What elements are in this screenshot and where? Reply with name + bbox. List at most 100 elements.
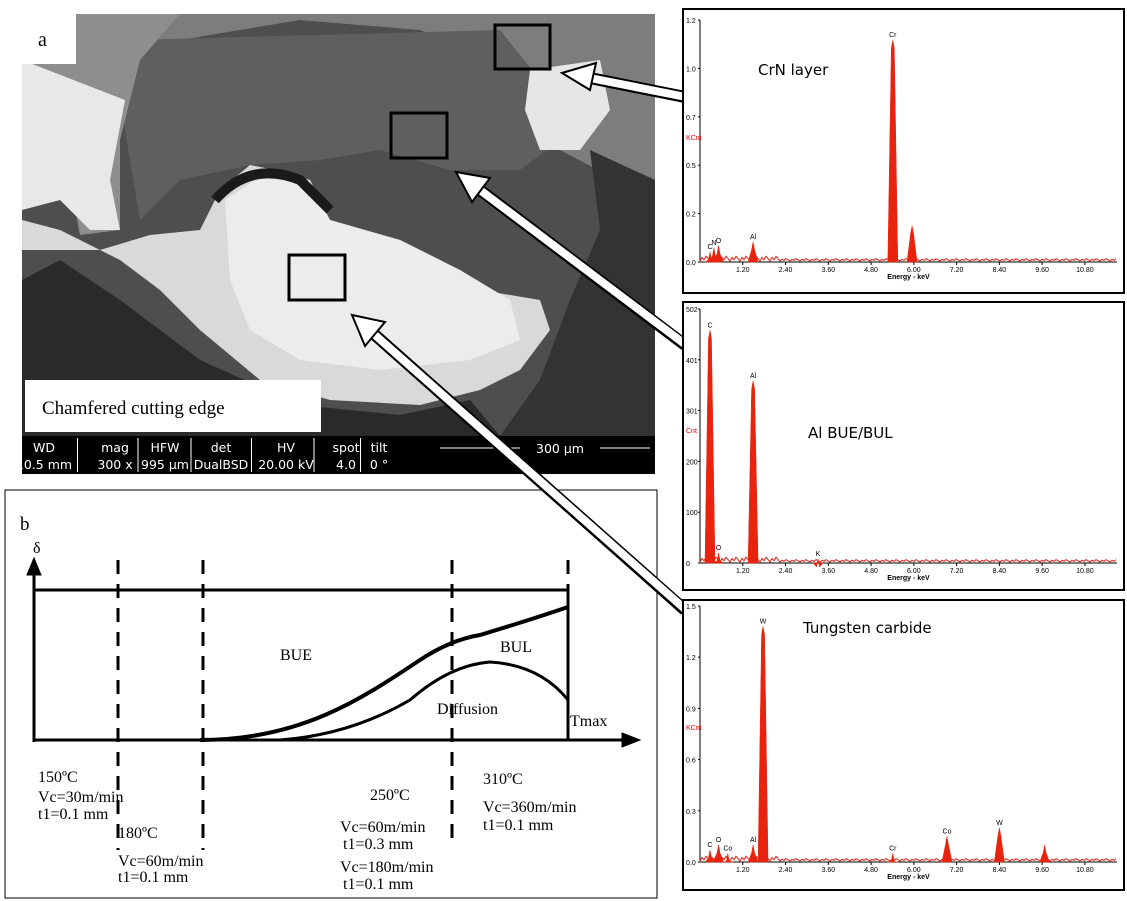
x-tick-label: 7.20	[950, 568, 964, 575]
info-value: 20.00 kV	[258, 457, 314, 472]
x-tick-label: 4.80	[864, 867, 878, 874]
spectrum: 01002003014015021.202.403.604.806.007.20…	[683, 302, 1124, 590]
y-tick-label: 301	[686, 409, 698, 416]
peak-label: Al	[750, 234, 757, 241]
info-value: 995 µm	[141, 457, 189, 472]
peak-label: Co	[723, 845, 732, 852]
peak-label: Co	[943, 828, 952, 835]
x-tick-label: 8.40	[993, 568, 1007, 575]
y-tick-label: 0.2	[686, 212, 696, 219]
x-tick-label: 9.60	[1035, 267, 1049, 274]
x-tick-label: 7.20	[950, 267, 964, 274]
info-header: tilt	[371, 440, 388, 455]
info-header: WD	[33, 440, 55, 455]
condition: Vc=60m/min	[340, 819, 425, 836]
x-tick-label: 1.20	[736, 267, 750, 274]
peak-label: C	[707, 842, 712, 849]
x-tick-label: 9.60	[1035, 867, 1049, 874]
info-header: spot	[333, 440, 360, 455]
y-unit: KCnt	[686, 725, 702, 732]
x-tick-label: 8.40	[993, 867, 1007, 874]
x-tick-label: 8.40	[993, 267, 1007, 274]
peak-label: Al	[750, 373, 757, 380]
region-label: BUE	[280, 647, 312, 664]
x-tick-label: 4.80	[864, 568, 878, 575]
peak-label: Al	[750, 837, 757, 844]
info-header: HFW	[151, 440, 180, 455]
panel-label: a	[38, 29, 47, 51]
condition: Vc=360m/min	[483, 799, 576, 816]
info-header: det	[211, 440, 232, 455]
y-unit: Cnt	[686, 428, 697, 435]
x-tick-label: 1.20	[736, 568, 750, 575]
condition: t1=0.1 mm	[38, 806, 109, 823]
y-tick-label: 0.5	[686, 163, 696, 170]
info-value: 0 °	[370, 457, 388, 472]
spectrum-frame	[683, 9, 1124, 293]
region-label: BUL	[500, 639, 532, 656]
peak-label: O	[716, 238, 722, 245]
y-tick-label: 200	[686, 459, 698, 466]
x-tick-label: 2.40	[779, 568, 793, 575]
x-tick-label: 6.00	[907, 867, 921, 874]
y-tick-label: 0.3	[686, 809, 696, 816]
peak-label: Cr	[889, 32, 897, 39]
condition: 150ºC	[38, 769, 78, 786]
y-tick-label: 0.0	[686, 860, 696, 867]
x-tick-label: 3.60	[821, 267, 835, 274]
x-tick-label: 7.20	[950, 867, 964, 874]
info-header: mag	[101, 440, 129, 455]
y-tick-label: 100	[686, 510, 698, 517]
condition: Vc=30m/min	[38, 789, 123, 806]
panel-b-frame	[5, 490, 657, 898]
x-tick-label: 2.40	[779, 867, 793, 874]
x-tick-label: 4.80	[864, 267, 878, 274]
spectrum-title: Al BUE/BUL	[808, 424, 893, 442]
condition: 310ºC	[483, 771, 523, 788]
region-label: Tmax	[570, 713, 607, 730]
y-tick-label: 1.0	[686, 66, 696, 73]
x-tick-label: 6.00	[907, 267, 921, 274]
spectrum-frame	[683, 600, 1124, 890]
x-axis-label: Energy - keV	[887, 575, 930, 582]
x-tick-label: 2.40	[779, 267, 793, 274]
x-axis-label: Energy - keV	[887, 274, 930, 281]
info-value: 300 x	[97, 457, 132, 472]
y-unit: KCnt	[686, 135, 702, 142]
info-value: DualBSD	[194, 457, 249, 472]
x-tick-label: 10.80	[1076, 867, 1094, 874]
y-axis-label: δ	[33, 540, 41, 557]
x-tick-label: 6.00	[907, 568, 921, 575]
x-tick-label: 3.60	[821, 568, 835, 575]
condition: Vc=60m/min	[118, 853, 203, 870]
peak-label: C	[707, 322, 712, 329]
peak-label: O	[716, 837, 722, 844]
peak-label: W	[996, 820, 1003, 827]
x-tick-label: 3.60	[821, 867, 835, 874]
caption: Chamfered cutting edge	[42, 398, 225, 419]
condition: 180ºC	[118, 825, 158, 842]
y-tick-label: 1.2	[686, 18, 696, 25]
y-tick-label: 502	[686, 307, 698, 314]
x-tick-label: 10.80	[1076, 568, 1094, 575]
spectrum-title: Tungsten carbide	[802, 619, 932, 637]
condition: t1=0.1 mm	[118, 869, 189, 886]
sem-image	[22, 14, 655, 436]
scale-label: 300 µm	[536, 441, 584, 456]
y-tick-label: 0.7	[686, 115, 696, 122]
peak-label: O	[716, 545, 722, 552]
peak-label: Cr	[889, 845, 897, 852]
info-value: 10.5 mm	[16, 457, 72, 472]
y-tick-label: 1.5	[686, 604, 696, 611]
info-header: HV	[277, 440, 295, 455]
y-tick-label: 1.2	[686, 655, 696, 662]
peak-label: K	[816, 551, 821, 558]
label-box	[22, 14, 76, 64]
condition: Vc=180m/min	[340, 859, 433, 876]
peak-label: W	[760, 618, 767, 625]
y-tick-label: 0	[686, 561, 690, 568]
figure: a Chamfered cutting edge WD 10.5 mm mag 300…	[0, 0, 1127, 901]
condition: t1=0.1 mm	[483, 817, 554, 834]
